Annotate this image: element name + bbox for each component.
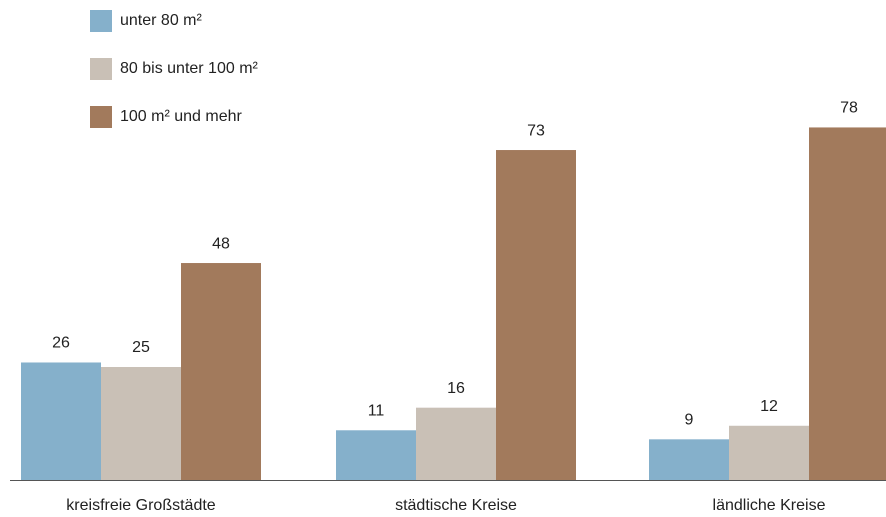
value-label: 16 [447,380,465,397]
bar [181,263,261,480]
bar [101,367,181,480]
x-tick-label: ländliche Kreise [713,497,826,514]
bar [809,127,886,480]
value-label: 26 [52,335,70,352]
value-label: 48 [212,235,230,252]
bar [416,407,496,480]
value-label: 12 [760,398,778,415]
legend-swatch [90,10,112,32]
bar [729,425,809,480]
bar [21,362,101,480]
value-label: 11 [368,402,385,419]
legend-swatch [90,58,112,80]
bar [496,150,576,481]
legend-swatch [90,106,112,128]
bar [336,430,416,480]
value-label: 9 [685,412,694,429]
legend-label: 80 bis unter 100 m² [120,60,259,77]
legend-label: unter 80 m² [120,12,202,29]
value-label: 73 [527,122,545,139]
x-tick-label: kreisfreie Großstädte [66,497,215,514]
value-label: 25 [132,339,150,356]
bar [649,439,729,480]
value-label: 78 [840,100,858,117]
x-tick-label: städtische Kreise [395,497,517,514]
legend-label: 100 m² und mehr [120,108,243,125]
